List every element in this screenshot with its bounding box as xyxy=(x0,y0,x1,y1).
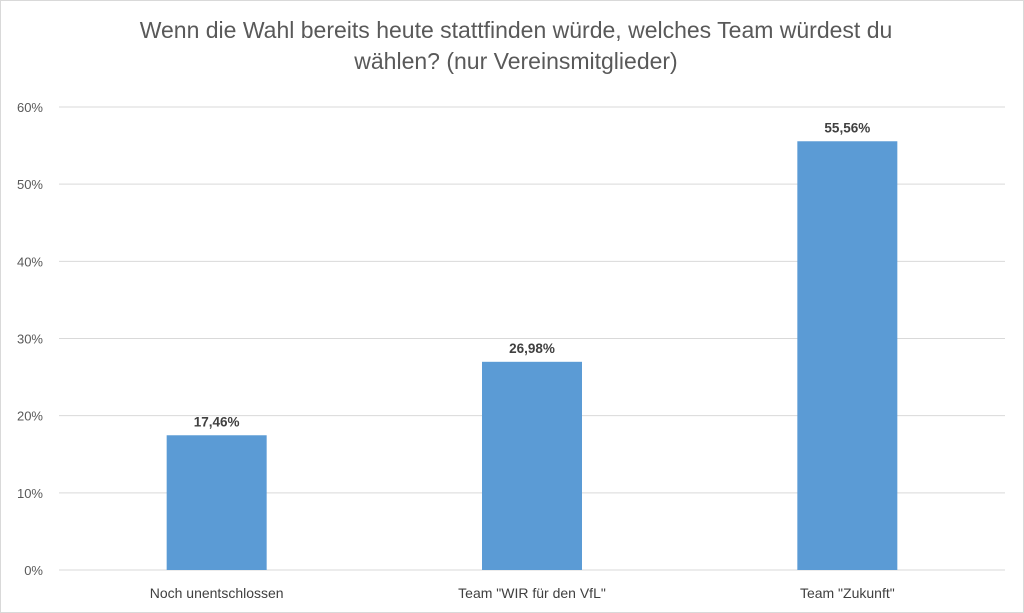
bar xyxy=(797,141,898,570)
data-label: 26,98% xyxy=(509,341,555,356)
y-tick-label: 20% xyxy=(17,409,43,424)
bar xyxy=(482,361,582,570)
y-tick-label: 0% xyxy=(24,563,43,578)
bar xyxy=(166,435,267,570)
category-label: Noch unentschlossen xyxy=(150,585,284,601)
y-tick-label: 30% xyxy=(17,332,43,347)
category-label: Team "WIR für den VfL" xyxy=(458,585,606,601)
data-label: 55,56% xyxy=(824,120,870,135)
data-label: 17,46% xyxy=(194,414,240,429)
y-tick-label: 40% xyxy=(17,254,43,269)
y-tick-label: 10% xyxy=(17,486,43,501)
y-tick-label: 60% xyxy=(17,100,43,115)
y-tick-label: 50% xyxy=(17,177,43,192)
category-label: Team "Zukunft" xyxy=(800,585,895,601)
chart-title: Wenn die Wahl bereits heute stattfinden … xyxy=(139,17,893,74)
